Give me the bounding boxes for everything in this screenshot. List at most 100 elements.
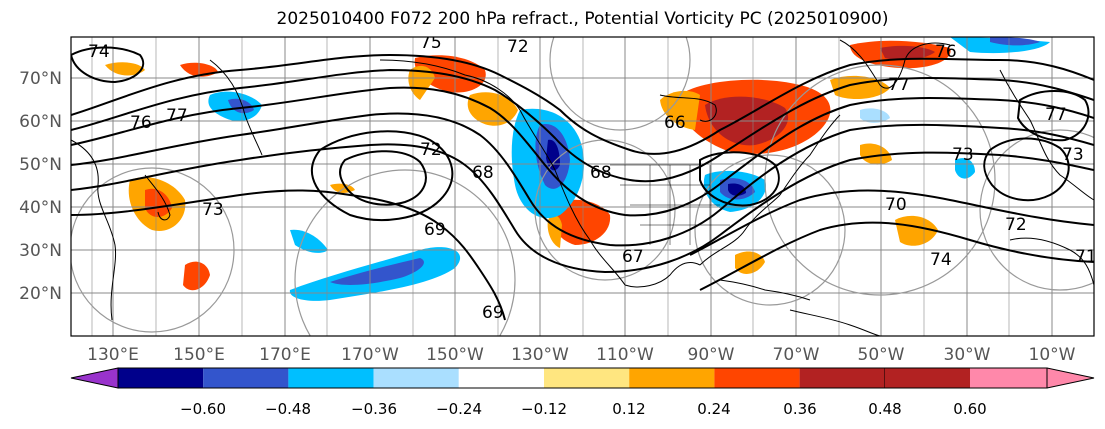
colorbar-segment — [203, 368, 289, 388]
colorbar-tick-label: −0.24 — [436, 400, 482, 418]
contour-closed-siberia — [71, 46, 145, 84]
lon-label: 70°W — [773, 345, 820, 365]
contour-label: 68 — [590, 163, 612, 183]
coastlines — [71, 39, 1094, 336]
pv-fill-japan-core — [145, 188, 172, 217]
contour-closed-high-atlantic — [983, 137, 1070, 202]
contour-closed-low-great-lakes — [699, 151, 780, 207]
lat-label: 20°N — [19, 284, 62, 304]
contour-label: 72 — [507, 37, 529, 57]
contour-midlat-1 — [71, 112, 1094, 247]
contour-subtropical-3 — [699, 221, 1094, 291]
coastline-south-america — [789, 309, 881, 336]
colorbar-segment — [373, 368, 459, 388]
pv-fill-west-atlantic — [860, 143, 892, 165]
range-ring-east-pacific — [549, 37, 691, 131]
contour-label: 68 — [472, 163, 494, 183]
coastline-north-america-east — [779, 114, 841, 196]
contour-label: 69 — [424, 220, 446, 240]
lon-label: 30°W — [944, 345, 991, 365]
lon-label: 90°W — [688, 345, 735, 365]
map-border — [70, 36, 1095, 337]
contour-closed-low-pacific — [310, 130, 454, 221]
colorbar-tick-label: 0.12 — [612, 400, 645, 418]
contour-label: 70 — [885, 195, 907, 215]
lon-label: 150°E — [173, 345, 225, 365]
coastline-hudson — [659, 94, 717, 122]
colorbar-tick-label: −0.60 — [180, 400, 226, 418]
colorbar-border — [117, 367, 1048, 389]
map-title: 2025010400 F072 200 hPa refract., Potent… — [276, 9, 889, 29]
contour-label: 73 — [952, 145, 974, 165]
colorbar-tick-label: 0.48 — [868, 400, 901, 418]
contour-label: 69 — [482, 303, 504, 323]
lon-label: 130°E — [87, 345, 139, 365]
lon-label: 150°W — [426, 345, 484, 365]
lat-label: 30°N — [19, 241, 62, 261]
contour-label: 73 — [1062, 145, 1084, 165]
latitude-labels: 70°N 60°N 50°N 40°N 30°N 20°N — [19, 69, 62, 304]
colorbar-segment — [629, 368, 715, 388]
colorbar-segment — [118, 368, 204, 388]
coastline-east-asia — [71, 139, 117, 321]
pv-fill-north-atlantic-edge — [660, 90, 700, 130]
pv-fill-iceland — [860, 108, 890, 123]
lon-label: 170°W — [341, 345, 399, 365]
colorbar-tick-label: −0.48 — [265, 400, 311, 418]
coastline-north-america-west — [519, 109, 626, 286]
lon-label: 10°W — [1029, 345, 1076, 365]
contour-label: 76 — [935, 42, 957, 62]
pv-fill-west-coast-trough-inner — [546, 139, 560, 171]
contour-label: 77 — [166, 106, 188, 126]
colorbar-segment — [288, 368, 374, 388]
pv-fill-mid-atlantic — [955, 158, 975, 179]
coastline-gulf — [699, 194, 781, 266]
colorbar: −0.60 −0.48 −0.36 −0.24 −0.12 0.12 0.24 … — [70, 367, 1095, 418]
pv-fill-pacific-streamer-core — [330, 258, 424, 285]
coastline-europe — [999, 69, 1094, 201]
contour-label: 71 — [1075, 247, 1097, 267]
colorbar-tick-label: −0.36 — [351, 400, 397, 418]
range-ring-east-us — [694, 154, 846, 306]
colorbar-segment — [544, 368, 630, 388]
contour-closed-low-pacific-inner — [339, 150, 427, 206]
height-contours — [71, 46, 1094, 321]
contour-label: 76 — [130, 113, 152, 133]
contour-closed-high-europe — [1016, 90, 1090, 142]
contour-polar-outer — [71, 53, 1094, 155]
range-ring-west-pacific — [71, 167, 235, 333]
pv-fill-alaska-gulf-edge — [408, 65, 435, 100]
range-ring-central-pacific — [294, 169, 516, 336]
coastline-africa — [1009, 237, 1094, 286]
contour-label: 73 — [202, 200, 224, 220]
contour-label: 72 — [420, 140, 442, 160]
range-ring-east-atlantic — [979, 129, 1094, 291]
lon-label: 170°E — [259, 345, 311, 365]
pv-fill-greenland-north-core — [990, 37, 1040, 46]
coastline-japan — [144, 174, 171, 221]
lon-label: 50°W — [858, 345, 905, 365]
contour-label: 74 — [930, 250, 952, 270]
us-state-borders — [610, 164, 730, 245]
pv-fill-siberia — [105, 62, 145, 76]
pv-fill-alaska-gulf — [414, 55, 486, 93]
contour-label: 75 — [420, 33, 442, 53]
colorbar-segment — [799, 368, 885, 388]
range-rings — [71, 37, 1094, 336]
contour-label: 72 — [1005, 215, 1027, 235]
coastline-alaska — [379, 59, 521, 111]
pv-fill-subtropical-pacific — [183, 261, 210, 291]
lon-label: 110°W — [596, 345, 654, 365]
longitude-labels: 130°E 150°E 170°E 170°W 150°W 130°W 110°… — [87, 345, 1076, 365]
lat-label: 70°N — [19, 69, 62, 89]
contour-label: 66 — [664, 113, 686, 133]
contour-label: 67 — [622, 247, 644, 267]
coastline-greenland — [839, 39, 951, 89]
contour-labels: 74 75 72 76 77 76 77 77 72 73 73 68 69 6… — [88, 33, 1097, 323]
colorbar-segment — [884, 368, 970, 388]
contour-label: 77 — [1045, 105, 1067, 125]
contour-label: 77 — [888, 75, 910, 95]
lat-label: 50°N — [19, 155, 62, 175]
pv-fill-azores — [895, 215, 938, 246]
colorbar-tick-label: 0.36 — [783, 400, 816, 418]
